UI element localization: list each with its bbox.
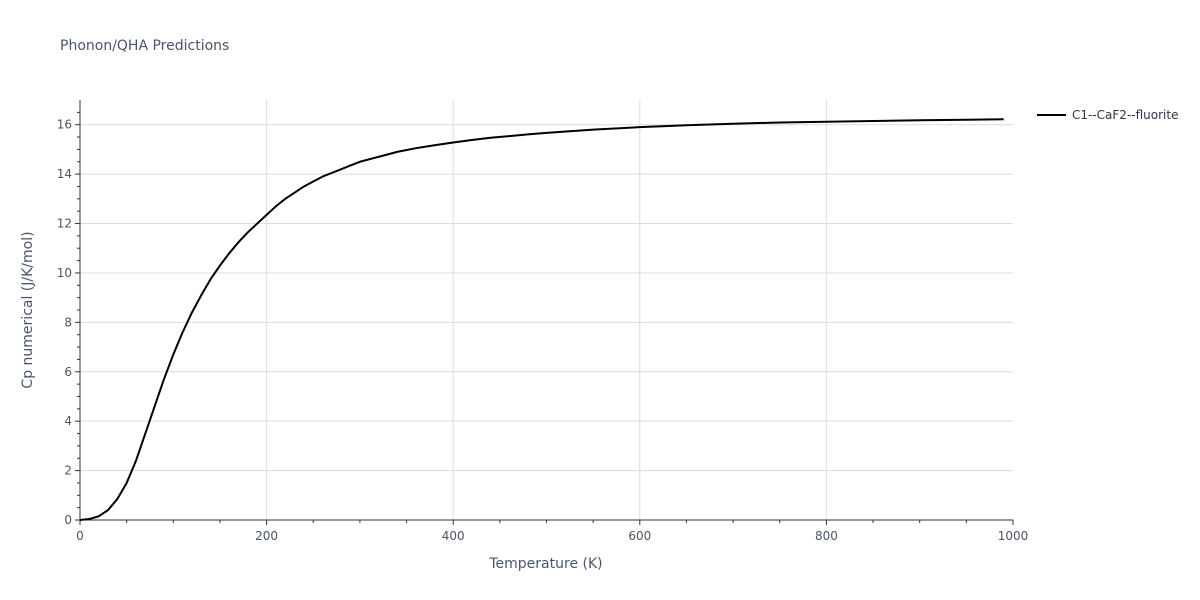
legend-label[interactable]: C1--CaF2--fluorite	[1072, 108, 1178, 122]
series-line[interactable]	[79, 118, 1004, 521]
legend[interactable]: C1--CaF2--fluorite	[1037, 108, 1178, 122]
y-axis-title: Cp numerical (J/K/mol)	[20, 231, 36, 388]
y-tick-label: 0	[64, 513, 72, 527]
x-tick-label: 0	[76, 529, 84, 543]
y-tick-label: 16	[57, 118, 72, 132]
x-tick-label: 600	[628, 529, 651, 543]
x-tick-label: 800	[815, 529, 838, 543]
y-tick-label: 12	[57, 217, 72, 231]
x-tick-label: 200	[255, 529, 278, 543]
series-layer	[79, 118, 1004, 521]
y-tick-label: 2	[64, 464, 72, 478]
x-axis-title: Temperature (K)	[488, 556, 602, 572]
y-tick-label: 14	[57, 167, 72, 181]
y-tick-label: 4	[64, 414, 72, 428]
axes: 0 2 4 6 8 10 12 14 16 0 200 400 600 800 1000	[57, 100, 1029, 543]
x-tick-label: 1000	[998, 529, 1029, 543]
y-tick-label: 6	[64, 365, 72, 379]
grid	[80, 100, 1013, 520]
y-tick-label: 8	[64, 315, 72, 329]
x-tick-label: 400	[442, 529, 465, 543]
y-tick-label: 10	[57, 266, 72, 280]
chart-title: Phonon/QHA Predictions	[60, 38, 229, 54]
